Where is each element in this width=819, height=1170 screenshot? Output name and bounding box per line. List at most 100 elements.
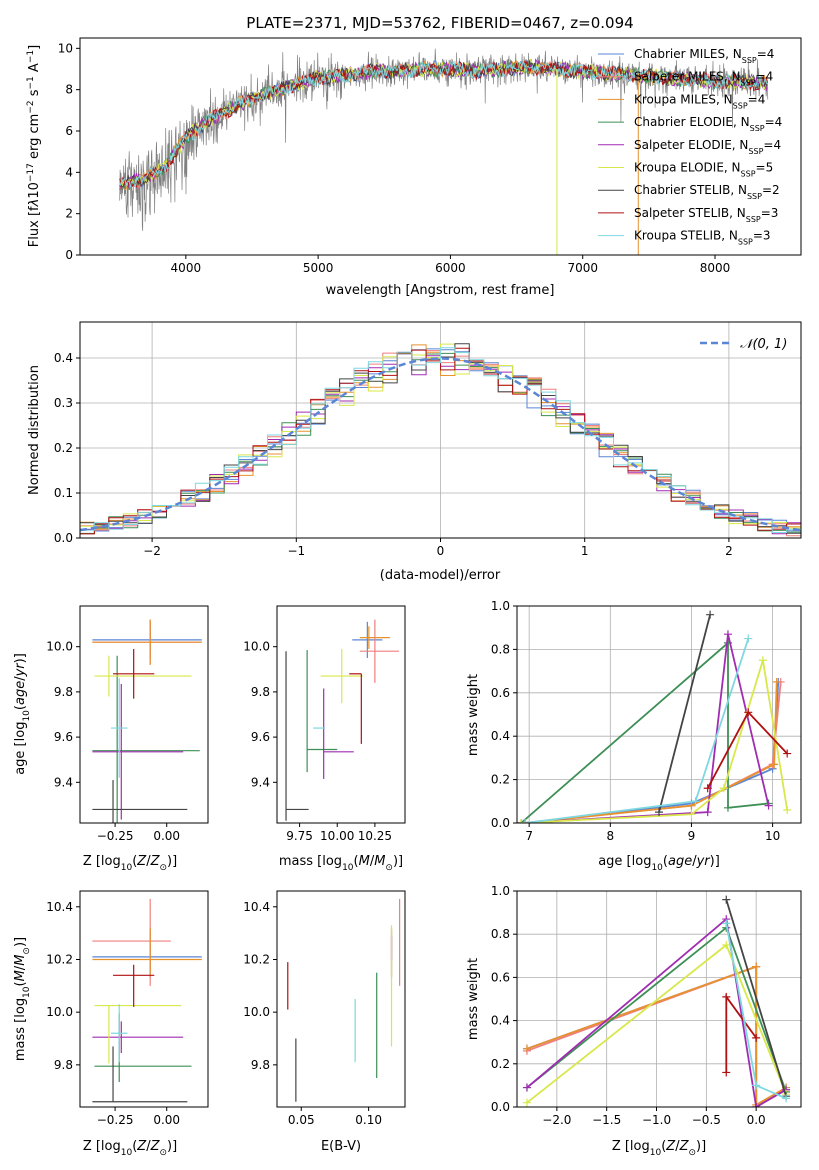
x-tick-label: −0.5 xyxy=(692,1113,721,1127)
legend-label: Salpeter ELODIE, NSSP=4 xyxy=(634,138,781,156)
weight-series xyxy=(521,677,781,823)
residuals-ticks: −2 −1 0 1 2 0.0 0.1 0.2 0.3 0.4 xyxy=(54,351,733,558)
weight-marker xyxy=(783,805,792,814)
weight-marker xyxy=(517,819,526,823)
weight-vs-age-marks xyxy=(517,610,792,823)
y-tick-label: 0.6 xyxy=(491,970,510,984)
x-tick-label: 0.10 xyxy=(355,1113,382,1127)
weight-vs-z-ylabel: mass weight xyxy=(466,958,481,1040)
x-tick-label: 9.75 xyxy=(286,829,313,843)
weight-line xyxy=(524,681,780,823)
x-tick-label: −1 xyxy=(287,544,305,558)
errorbar-point xyxy=(92,930,202,978)
weight-marker xyxy=(522,1044,531,1053)
legend-subscript: SSP xyxy=(738,237,753,246)
residuals-panel: −2 −1 0 1 2 0.0 0.1 0.2 0.3 0.4 𝒩(0, 1) (data-mod… xyxy=(27,321,802,583)
age-vs-z-ylabel: age [log10(age/yr)] xyxy=(13,653,32,775)
x-tick-label: 8000 xyxy=(700,261,731,275)
weight-marker xyxy=(783,749,792,758)
legend-nssp: =4 xyxy=(756,70,774,84)
weight-marker xyxy=(752,1103,761,1107)
y-tick-label: 0.4 xyxy=(491,1014,510,1028)
y-tick-label: 9.4 xyxy=(251,775,270,789)
errorbar-point xyxy=(94,655,192,697)
weight-vs-z-marks xyxy=(522,895,791,1107)
errorbar-point xyxy=(323,688,354,779)
legend-nssp: =3 xyxy=(753,229,771,243)
weight-marker xyxy=(687,810,696,819)
x-tick-label: −0.25 xyxy=(97,1113,134,1127)
x-tick-label: 1 xyxy=(581,544,589,558)
y-tick-label: 0.1 xyxy=(54,486,73,500)
x-tick-label: 10 xyxy=(765,829,780,843)
spectrum-ticks: 4000 5000 6000 7000 8000 0 2 4 6 8 10 xyxy=(58,41,731,275)
legend-subscript: SSP xyxy=(746,214,761,223)
weight-marker xyxy=(744,634,753,643)
legend-nssp: =4 xyxy=(748,92,766,106)
age-vs-z-panel: −0.25 0.00 9.4 9.6 9.8 10.0 xyxy=(46,605,209,843)
weight-marker xyxy=(687,801,696,810)
residuals-legend: 𝒩(0, 1) xyxy=(700,337,787,352)
legend-nssp: =4 xyxy=(765,115,783,129)
x-tick-label: 9 xyxy=(688,829,696,843)
legend-subscript: SSP xyxy=(748,146,763,155)
y-tick-label: 0.0 xyxy=(491,1100,510,1114)
y-tick-label: 0.6 xyxy=(491,686,510,700)
spectrum-xlabel: wavelength [Angstrom, rest frame] xyxy=(326,283,555,298)
mass-vs-z-ticks: −0.25 0.00 9.8 10.0 10.2 10.4 xyxy=(46,900,180,1127)
y-tick-label: 8 xyxy=(65,83,73,97)
y-tick-label: 10.0 xyxy=(46,1005,73,1019)
weight-series xyxy=(517,630,773,823)
age-vs-z-ticks: −0.25 0.00 9.4 9.6 9.8 10.0 xyxy=(46,640,180,843)
age-vs-mass-ticks: 9.75 10.00 10.25 9.4 9.6 9.8 10.0 xyxy=(243,640,392,843)
legend-label: Salpeter STELIB, NSSP=3 xyxy=(634,206,778,224)
y-tick-label: 9.8 xyxy=(54,1058,73,1072)
weight-vs-z-axes-frame xyxy=(516,890,802,1108)
residual-histogram xyxy=(80,347,801,533)
weight-line xyxy=(658,614,711,813)
x-tick-label: 10.25 xyxy=(358,829,392,843)
mass-vs-z-marks xyxy=(92,898,202,1103)
weight-marker xyxy=(706,610,715,619)
errorbar-point xyxy=(94,1004,182,1064)
mass-vs-z-ylabel: mass [log10(M/M⊙)] xyxy=(13,937,32,1061)
y-tick-label: 10.0 xyxy=(243,640,270,654)
weight-line xyxy=(526,917,787,1107)
age-vs-mass-marks xyxy=(285,619,399,821)
y-tick-label: 0 xyxy=(65,248,73,262)
weight-marker xyxy=(772,677,781,686)
legend-label: Kroupa ELODIE, NSSP=5 xyxy=(634,161,773,179)
residuals-ylabel: Normed distribution xyxy=(27,365,42,495)
weight-marker xyxy=(723,803,732,812)
weight-marker xyxy=(655,808,663,817)
errorbar-point xyxy=(110,1004,128,1063)
weight-marker xyxy=(722,992,731,1001)
y-tick-label: 0.2 xyxy=(54,441,73,455)
errorbar-point xyxy=(92,1046,188,1103)
y-tick-label: 10.2 xyxy=(46,952,73,966)
weight-marker xyxy=(744,708,753,717)
model-spectrum-line xyxy=(119,60,768,188)
weight-marker xyxy=(770,760,779,769)
x-tick-label: 6000 xyxy=(435,261,466,275)
errorbar-point xyxy=(92,619,202,665)
x-tick-label: −2.0 xyxy=(542,1113,571,1127)
weight-vs-z-xlabel: Z [log10(Z/Z⊙)] xyxy=(612,1139,706,1158)
weight-marker xyxy=(752,962,761,971)
spectrum-ylabel: Flux [fλ10−17 erg cm−2 s−1 A−1] xyxy=(26,45,42,247)
weight-vs-z-panel: −2.0 −1.5 −1.0 −0.5 0.0 0.0 0.2 0.4 0.6 0.8 1.0 xyxy=(491,884,802,1127)
y-tick-label: 9.8 xyxy=(251,1058,270,1072)
age-vs-z-marks xyxy=(92,619,202,823)
errorbar-point xyxy=(306,650,338,773)
weight-vs-z-ticks: −2.0 −1.5 −1.0 −0.5 0.0 0.0 0.2 0.4 0.6 0.8 1.0 xyxy=(491,884,766,1127)
weight-vs-age-axes-frame xyxy=(516,605,802,824)
legend-label: Kroupa MILES, NSSP=4 xyxy=(634,92,765,110)
weight-marker xyxy=(522,1083,531,1092)
legend-nssp: =4 xyxy=(763,138,781,152)
y-tick-label: 10.4 xyxy=(243,900,270,914)
age-vs-z-xlabel: Z [log10(Z/Z⊙)] xyxy=(83,854,177,873)
x-tick-label: 0.00 xyxy=(153,829,180,843)
legend-subscript: SSP xyxy=(750,124,765,133)
weight-line xyxy=(525,681,782,823)
errorbar-point xyxy=(352,621,383,658)
